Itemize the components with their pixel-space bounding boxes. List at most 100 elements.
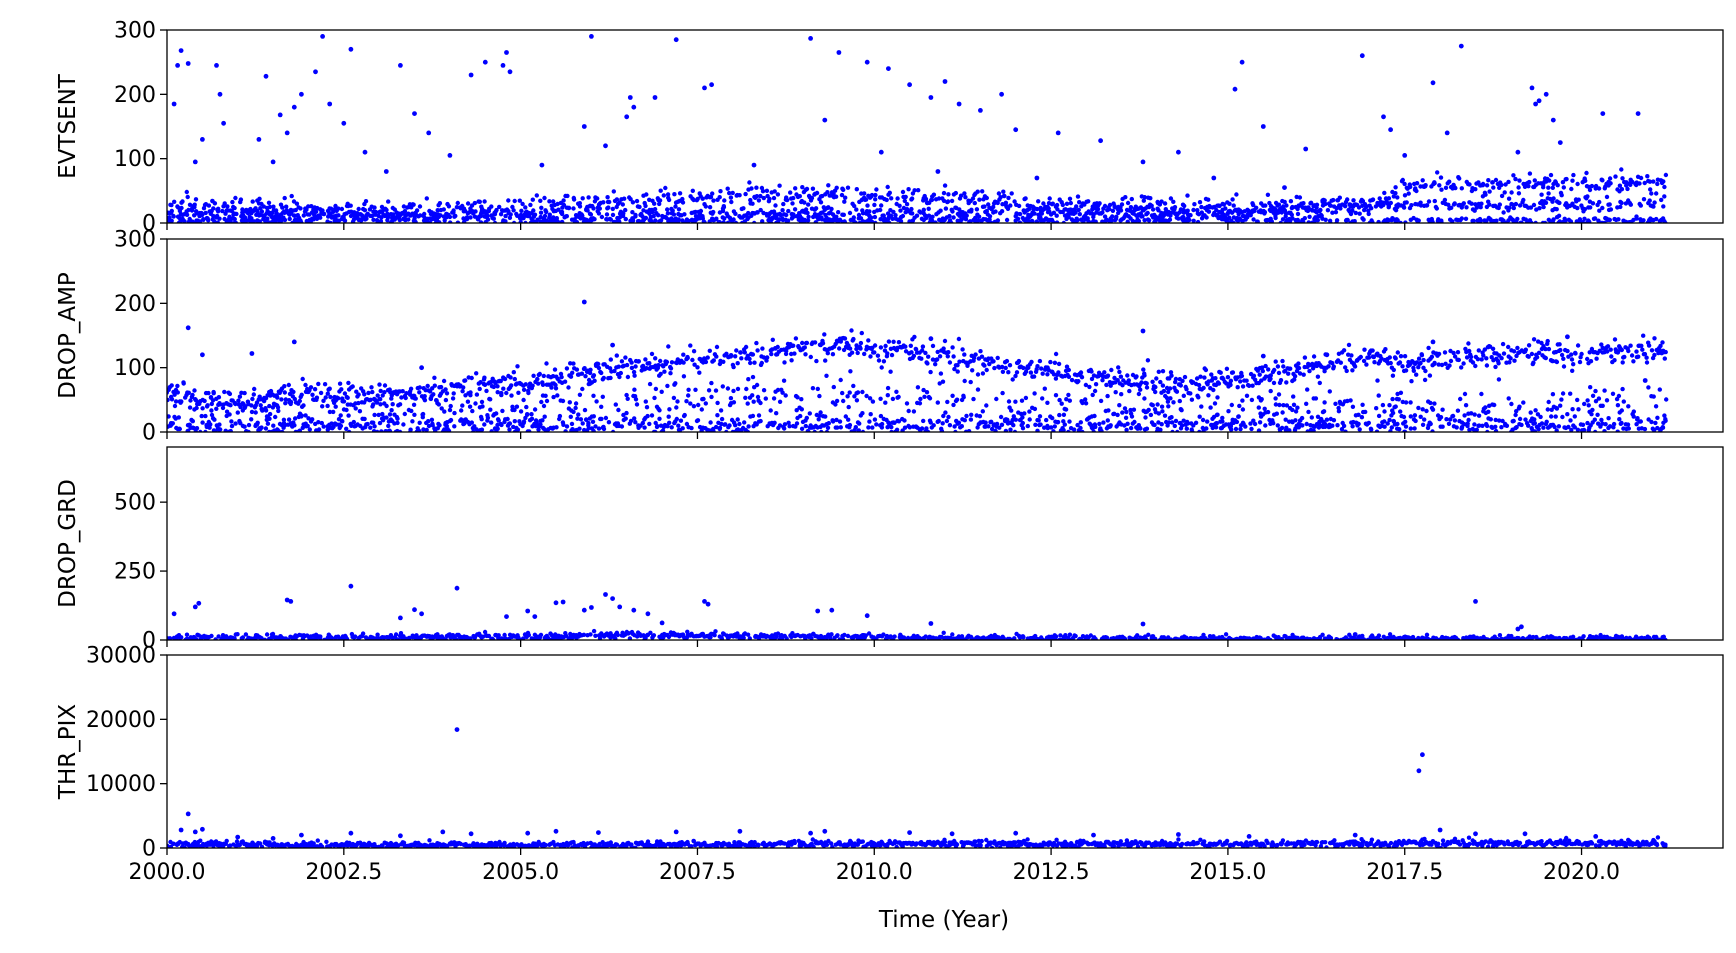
data-point — [1615, 403, 1621, 408]
data-point — [754, 340, 759, 346]
data-point — [743, 395, 748, 400]
data-point — [485, 418, 490, 423]
data-point — [1109, 218, 1114, 223]
data-point — [893, 213, 898, 218]
data-point — [1307, 368, 1312, 374]
data-point — [1358, 354, 1364, 360]
data-point — [1031, 374, 1037, 379]
data-point — [1564, 176, 1569, 182]
data-point — [950, 393, 955, 398]
data-point — [1262, 210, 1268, 215]
data-point — [334, 208, 339, 213]
data-point — [344, 426, 349, 431]
data-point — [1402, 181, 1407, 187]
outlier-point — [291, 104, 297, 110]
data-point — [1590, 407, 1595, 413]
data-point — [477, 199, 482, 204]
data-point — [755, 394, 761, 400]
data-point — [1416, 405, 1421, 411]
data-point — [1160, 383, 1166, 388]
data-point — [306, 416, 311, 421]
data-point — [467, 210, 472, 215]
data-point — [1067, 196, 1073, 201]
data-point — [711, 209, 716, 215]
data-point — [758, 207, 763, 213]
data-point — [1388, 429, 1393, 432]
data-point — [1586, 403, 1591, 408]
data-point — [551, 394, 556, 400]
data-point — [591, 373, 597, 378]
outlier-point — [398, 63, 403, 68]
data-point — [386, 199, 391, 204]
data-point — [301, 213, 306, 218]
data-point — [570, 370, 575, 375]
data-point — [1610, 391, 1616, 396]
data-point — [424, 427, 429, 432]
data-point — [1006, 195, 1011, 201]
data-point — [848, 369, 853, 374]
data-point — [748, 360, 753, 366]
data-point — [858, 346, 863, 351]
outlier-point — [1543, 91, 1549, 97]
data-point — [175, 383, 180, 389]
data-point — [519, 208, 524, 213]
data-point — [984, 367, 989, 373]
data-point — [1104, 382, 1109, 388]
data-point — [1177, 398, 1183, 404]
data-point — [511, 208, 516, 213]
data-point — [185, 194, 190, 200]
data-point — [1000, 364, 1005, 370]
data-point — [1055, 207, 1060, 212]
data-point — [411, 402, 417, 407]
data-point — [1251, 373, 1257, 378]
data-point — [728, 353, 734, 358]
data-point — [718, 189, 723, 194]
data-point — [1582, 207, 1588, 212]
data-point — [1513, 176, 1518, 182]
data-point — [773, 203, 778, 208]
data-point — [1238, 379, 1243, 384]
data-point — [1282, 208, 1288, 213]
data-point — [1054, 202, 1060, 208]
data-point — [919, 356, 924, 361]
data-point — [1486, 178, 1491, 183]
data-point — [553, 382, 558, 388]
data-point — [1228, 378, 1234, 383]
data-point — [1276, 370, 1282, 376]
data-point — [443, 397, 449, 403]
data-point — [1004, 217, 1010, 223]
data-point — [232, 205, 237, 211]
data-point — [644, 405, 650, 410]
data-point — [918, 396, 923, 402]
data-point — [1575, 343, 1581, 348]
data-point — [1648, 187, 1653, 192]
data-point — [1532, 178, 1538, 183]
data-point — [373, 398, 379, 404]
data-point — [960, 347, 965, 352]
data-point — [1297, 371, 1303, 376]
data-point — [1604, 398, 1610, 403]
data-point — [969, 412, 974, 417]
data-point — [302, 209, 308, 214]
data-point — [855, 350, 860, 356]
data-point — [658, 188, 663, 193]
data-point — [728, 396, 734, 401]
data-point — [862, 191, 867, 196]
data-point — [605, 195, 610, 200]
data-point — [1550, 392, 1556, 397]
data-point — [501, 386, 506, 391]
data-point — [1126, 378, 1132, 383]
data-point — [733, 354, 738, 359]
data-point — [1558, 347, 1563, 353]
data-point — [1063, 407, 1069, 412]
data-point — [550, 426, 555, 431]
data-point — [667, 407, 672, 412]
data-point — [421, 427, 426, 432]
data-point — [1661, 204, 1666, 209]
outlier-point — [1176, 149, 1181, 155]
data-point — [1006, 399, 1012, 404]
data-point — [1284, 403, 1290, 408]
data-point — [1589, 183, 1595, 189]
outlier-point — [1533, 101, 1538, 107]
data-point — [1616, 217, 1621, 222]
